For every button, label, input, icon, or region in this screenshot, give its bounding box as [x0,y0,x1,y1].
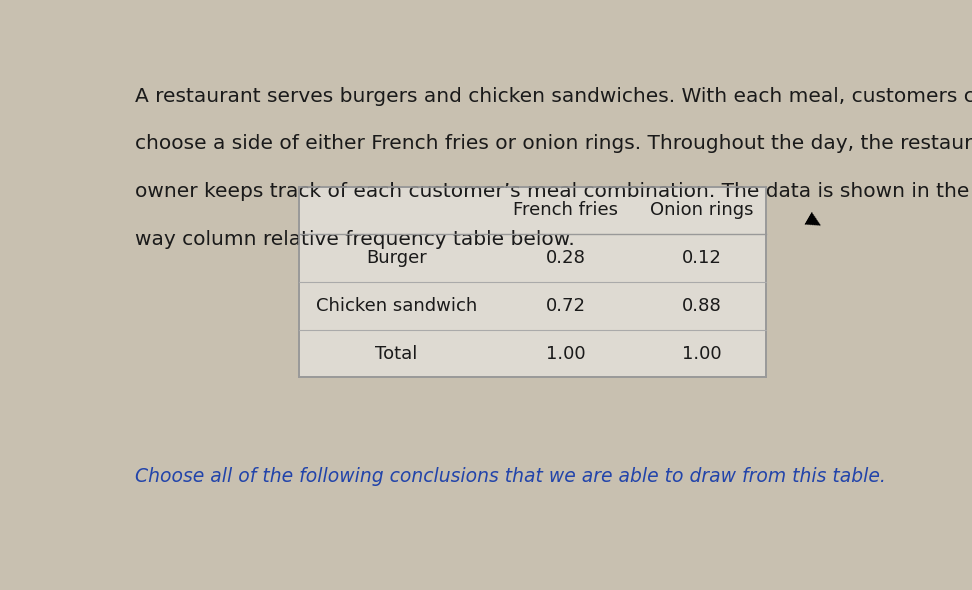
Text: Burger: Burger [366,249,427,267]
Text: French fries: French fries [513,202,618,219]
Text: Onion rings: Onion rings [650,202,753,219]
Bar [298,186,766,378]
Text: owner keeps track of each customer’s meal combination. The data is shown in the : owner keeps track of each customer’s mea… [135,182,972,201]
Text: 0.28: 0.28 [546,249,586,267]
Text: 1.00: 1.00 [681,345,721,363]
Text: Total: Total [375,345,418,363]
Text: choose a side of either French fries or onion rings. Throughout the day, the res: choose a side of either French fries or … [135,135,972,153]
Text: 0.12: 0.12 [681,249,721,267]
Text: 1.00: 1.00 [546,345,586,363]
Text: 0.72: 0.72 [546,297,586,315]
Text: way column relative frequency table below.: way column relative frequency table belo… [135,230,574,249]
Text: Choose all of the following conclusions that we are able to draw from this table: Choose all of the following conclusions … [135,467,885,487]
Text: Chicken sandwich: Chicken sandwich [316,297,477,315]
Text: ▶: ▶ [803,209,826,233]
Text: A restaurant serves burgers and chicken sandwiches. With each meal, customers ca: A restaurant serves burgers and chicken … [135,87,972,106]
Text: 0.88: 0.88 [681,297,721,315]
